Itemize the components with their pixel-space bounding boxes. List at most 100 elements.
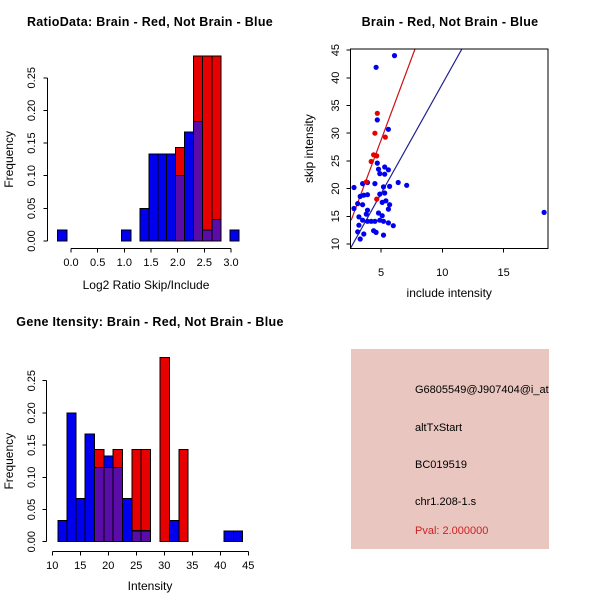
y-tick-label: 0.20 xyxy=(26,402,38,423)
intensity-scatter-title: Brain - Red, Not Brain - Blue xyxy=(361,15,539,29)
x-tick-label: 25 xyxy=(130,560,142,572)
data-point-not-brain xyxy=(387,183,393,189)
data-point-not-brain xyxy=(360,217,366,223)
data-point-not-brain xyxy=(385,126,391,132)
x-tick-label: 2.0 xyxy=(170,257,185,269)
hist-bar-blue xyxy=(148,153,159,242)
hist-bar-red xyxy=(211,55,222,220)
hist-bar-blue xyxy=(223,530,235,543)
data-point-not-brain xyxy=(351,205,357,212)
data-point-not-brain xyxy=(372,218,378,224)
x-tick-label: 2.5 xyxy=(197,257,212,269)
x-tick-label: 1.0 xyxy=(117,257,132,269)
data-point-not-brain xyxy=(375,166,382,172)
event-type-text: altTxStart xyxy=(415,422,463,434)
data-point-brain xyxy=(374,196,380,202)
hist-bar-purple xyxy=(140,530,151,543)
y-axis-label: Frequency xyxy=(2,131,16,188)
y-tick-label: 25 xyxy=(330,155,342,167)
data-point-not-brain xyxy=(380,232,387,238)
hist-bar-blue xyxy=(184,131,195,242)
hist-bar-blue xyxy=(103,455,114,469)
x-tick-label: 10 xyxy=(436,267,448,279)
data-point-not-brain xyxy=(383,198,389,204)
ratio-histogram-plot: 0.0 0.5 1.0 1.5 2.0 2.5 3.0 Log2 Ratio Skip/Inc… xyxy=(2,55,240,292)
data-point-not-brain xyxy=(373,229,379,235)
hist-bar-purple xyxy=(211,219,222,242)
x-axis-label: Intensity xyxy=(128,579,173,593)
data-point-brain xyxy=(368,158,374,165)
hist-bar-red xyxy=(112,449,123,469)
data-point-not-brain xyxy=(385,167,391,173)
hist-bar-blue xyxy=(166,153,177,242)
hist-bar-blue xyxy=(121,498,133,543)
y-axis-label: Frequency xyxy=(2,433,16,490)
y-tick-label: 0.25 xyxy=(26,67,38,88)
data-point-not-brain xyxy=(387,202,393,208)
hist-bar-purple xyxy=(103,467,114,543)
data-point-not-brain xyxy=(355,229,361,235)
x-axis-label: Log2 Ratio Skip/Include xyxy=(83,278,210,292)
hist-bar-purple xyxy=(131,530,142,543)
ratio-histogram-title: RatioData: Brain - Red, Not Brain - Blue xyxy=(26,15,274,29)
data-point-not-brain xyxy=(360,202,366,208)
data-point-not-brain xyxy=(379,213,385,219)
data-point-not-brain xyxy=(355,201,361,207)
data-point-brain xyxy=(363,179,369,185)
data-point-brain xyxy=(374,110,380,116)
accession-text: BC019519 xyxy=(415,459,467,471)
fit-line-not-brain xyxy=(350,49,463,249)
data-point-brain xyxy=(374,153,380,159)
data-point-not-brain xyxy=(541,209,547,215)
data-point-not-brain xyxy=(375,210,382,216)
hist-bar-blue xyxy=(57,229,68,242)
data-point-not-brain xyxy=(377,191,383,197)
data-point-not-brain xyxy=(385,220,391,226)
data-point-not-brain xyxy=(395,179,401,186)
hist-bar-purple xyxy=(202,229,213,242)
data-point-not-brain xyxy=(356,214,362,220)
x-tick-label: 30 xyxy=(158,560,170,572)
hist-bar-red xyxy=(202,55,213,231)
hist-bar-red xyxy=(140,449,151,532)
hist-bar-purple xyxy=(175,175,186,242)
hist-bar-purple xyxy=(112,467,123,543)
data-point-not-brain xyxy=(404,182,410,188)
hist-bar-blue xyxy=(229,229,240,242)
gene-info-panel: G6805549@J907404@i_at altTxStart BC01951… xyxy=(300,300,600,600)
y-tick-label: 45 xyxy=(330,44,342,56)
data-point-not-brain xyxy=(390,223,396,229)
hist-bar-blue xyxy=(168,519,180,543)
pval-text: Pval: 2.000000 xyxy=(415,525,489,537)
y-tick-label: 0.10 xyxy=(26,467,38,488)
data-point-not-brain xyxy=(351,184,357,191)
x-tick-label: 3.0 xyxy=(223,257,238,269)
y-tick-label: 0.15 xyxy=(26,434,38,455)
y-tick-label: 0.15 xyxy=(26,132,38,153)
gene-info-card: G6805549@J907404@i_at altTxStart BC01951… xyxy=(351,349,549,549)
x-tick-label: 0.5 xyxy=(90,257,105,269)
data-point-not-brain xyxy=(380,218,387,224)
hist-bar-purple xyxy=(93,467,105,543)
hist-bar-red xyxy=(175,147,186,177)
probe-id-text: G6805549@J907404@i_at xyxy=(415,384,549,396)
data-point-not-brain xyxy=(391,53,398,59)
x-tick-label: 20 xyxy=(102,560,114,572)
x-tick-label: 40 xyxy=(214,560,226,572)
y-tick-label: 40 xyxy=(330,72,342,84)
hist-bar-blue xyxy=(139,207,150,242)
hist-bar-red xyxy=(159,357,170,543)
hist-bar-purple xyxy=(193,121,204,242)
y-tick-label: 15 xyxy=(330,210,342,222)
y-axis-label: skip intensity xyxy=(302,114,316,183)
hist-bar-blue xyxy=(84,433,95,543)
data-point-brain xyxy=(382,134,388,140)
hist-bar-blue xyxy=(121,229,132,242)
hist-bar-red xyxy=(131,449,142,532)
x-axis-label: include intensity xyxy=(407,286,492,300)
x-tick-label: 35 xyxy=(186,560,198,572)
hist-bar-blue xyxy=(233,530,244,543)
data-point-not-brain xyxy=(363,211,369,217)
intensity-scatter-panel: Brain - Red, Not Brain - Blue 5 10 15 inclu… xyxy=(300,0,600,300)
